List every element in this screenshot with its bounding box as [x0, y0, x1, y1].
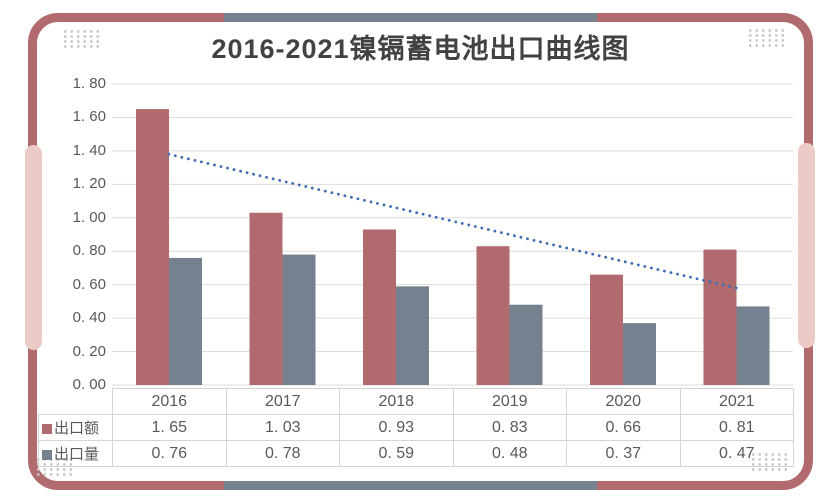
card-accent-bottom — [224, 481, 597, 490]
y-axis-tick-label: 1. 40 — [72, 141, 106, 159]
year-cell-2021: 2021 — [679, 388, 794, 415]
value-cell-export-value-2019: 0. 83 — [452, 414, 567, 441]
card-pill-right — [798, 143, 815, 348]
y-axis: 0. 00 0. 20 0. 40 0. 60 0. 80 1. 00 1. 20 1. 40… — [40, 0, 106, 420]
table-row-export-volume: 出口量 0. 76 0. 78 0. 59 0. 48 0. 37 0. 47 — [38, 440, 794, 467]
legend-swatch-export-volume — [42, 450, 52, 460]
y-axis-tick-label: 0. 40 — [72, 309, 106, 327]
y-axis-tick-label: 0. 20 — [72, 342, 106, 360]
y-axis-tick-label: 1. 80 — [72, 75, 106, 92]
value-cell-export-volume-2016: 0. 76 — [112, 440, 227, 467]
value-cell-export-value-2018: 0. 93 — [339, 414, 454, 441]
value-cell-export-value-2021: 0. 81 — [679, 414, 794, 441]
y-axis-tick-label: 1. 20 — [72, 175, 106, 193]
value-cell-export-volume-2017: 0. 78 — [225, 440, 340, 467]
legend-cell-export-volume: 出口量 — [38, 440, 113, 467]
card-accent-top — [224, 13, 597, 22]
legend-label-export-volume: 出口量 — [54, 446, 100, 463]
table-row-export-value: 出口额 1. 65 1. 03 0. 93 0. 83 0. 66 0. 81 — [38, 414, 794, 441]
table-corner-cell — [39, 389, 113, 415]
year-cell-2020: 2020 — [566, 388, 681, 415]
legend-swatch-export-value — [42, 424, 52, 434]
value-cell-export-volume-2021: 0. 47 — [679, 440, 794, 467]
value-cell-export-volume-2020: 0. 37 — [566, 440, 681, 467]
y-axis-tick-label: 0. 60 — [72, 275, 106, 293]
year-cell-2016: 2016 — [112, 388, 227, 415]
year-cell-2017: 2017 — [225, 388, 340, 415]
data-table: 2016 2017 2018 2019 2020 2021 出口额 1. 65 1. 03 0. … — [38, 388, 794, 467]
table-header-row: 2016 2017 2018 2019 2020 2021 — [39, 388, 794, 415]
legend-cell-export-value: 出口额 — [38, 414, 113, 441]
corner-dots-top-right — [747, 28, 784, 48]
value-cell-export-value-2016: 1. 65 — [112, 414, 227, 441]
y-axis-tick-label: 1. 00 — [72, 208, 106, 226]
value-cell-export-value-2017: 1. 03 — [225, 414, 340, 441]
legend-label-export-value: 出口额 — [54, 420, 100, 437]
chart-title: 2016-2021镍镉蓄电池出口曲线图 — [211, 34, 630, 64]
card-pill-left — [25, 145, 42, 350]
y-axis-tick-label: 0. 80 — [72, 242, 106, 260]
value-cell-export-value-2020: 0. 66 — [566, 414, 681, 441]
value-cell-export-volume-2019: 0. 48 — [452, 440, 567, 467]
year-cell-2019: 2019 — [452, 388, 567, 415]
year-cell-2018: 2018 — [339, 388, 454, 415]
value-cell-export-volume-2018: 0. 59 — [339, 440, 454, 467]
y-axis-tick-label: 1. 60 — [72, 108, 106, 126]
y-axis-tick-label: 0. 00 — [72, 376, 106, 393]
corner-dots-top-left — [62, 29, 99, 49]
